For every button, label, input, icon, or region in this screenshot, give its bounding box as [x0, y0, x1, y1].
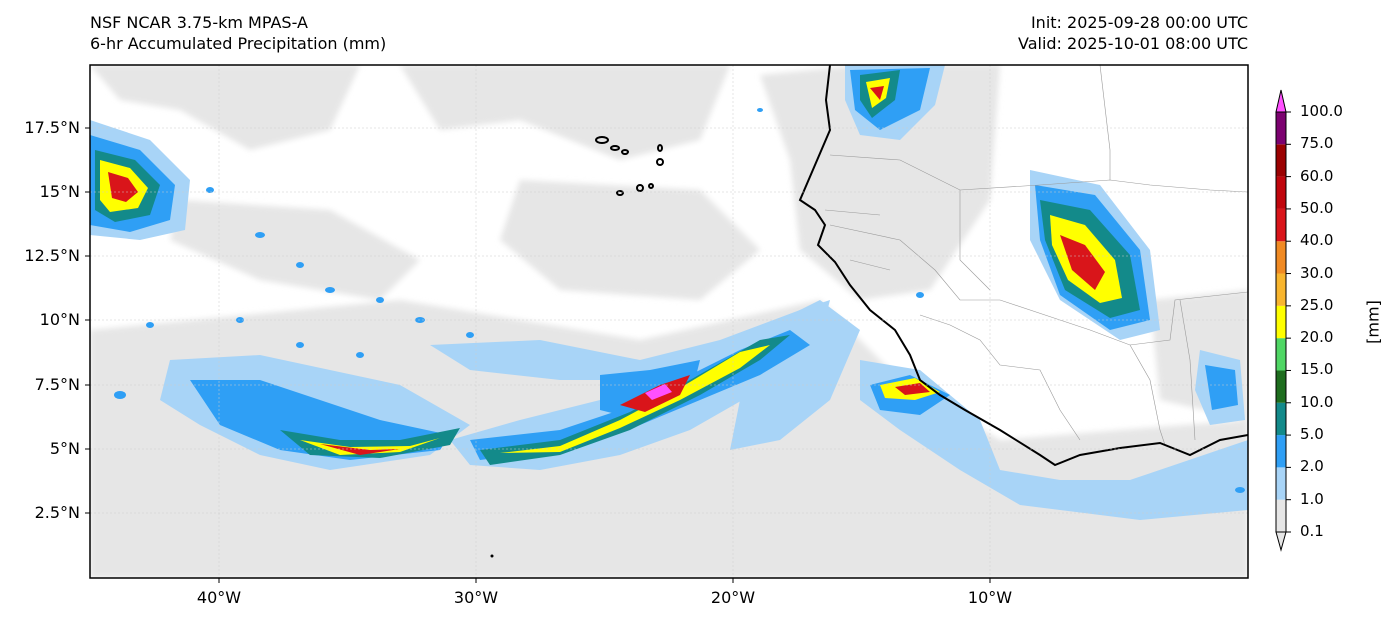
lat-tick-5: 5°N	[49, 439, 80, 458]
colorbar-level-label: 15.0	[1300, 360, 1334, 379]
colorbar-level-label: 0.1	[1300, 522, 1324, 540]
colorbar-swatch	[1276, 241, 1286, 274]
colorbar-units: [mm]	[1363, 300, 1383, 344]
colorbar-level-label: 60.0	[1300, 166, 1334, 185]
map-area	[90, 65, 1248, 578]
colorbar-swatch	[1276, 144, 1286, 177]
colorbar-swatch	[1276, 435, 1286, 468]
colorbar-swatch	[1276, 370, 1286, 403]
valid-time: Valid: 2025-10-01 08:00 UTC	[1017, 34, 1248, 53]
colorbar-level-label: 20.0	[1300, 328, 1334, 347]
colorbar-swatch	[1276, 402, 1286, 436]
lat-tick-15: 15°N	[39, 182, 80, 201]
colorbar-swatch	[1276, 467, 1286, 500]
coastline	[798, 65, 1248, 467]
colorbar-level-label: 30.0	[1300, 263, 1334, 282]
lat-tick-12-5: 12.5°N	[24, 246, 80, 265]
colorbar-swatch	[1276, 112, 1286, 145]
colorbar-level-label: 100.0	[1300, 102, 1343, 120]
lat-tick-2-5: 2.5°N	[34, 503, 80, 522]
colorbar-level-label: 10.0	[1300, 392, 1334, 411]
colorbar-swatch	[1276, 273, 1286, 306]
colorbar-level-label: 25.0	[1300, 295, 1334, 314]
colorbar-level-label: 40.0	[1300, 231, 1334, 250]
cape-verde-islands	[595, 136, 664, 196]
lon-tick-20w: 20°W	[710, 588, 756, 607]
lat-tick-17-5: 17.5°N	[24, 118, 80, 137]
colorbar-extend-high	[1275, 89, 1287, 113]
title-right: Init: 2025-09-28 00:00 UTC Valid: 2025-1…	[1018, 12, 1248, 54]
colorbar	[1275, 89, 1291, 552]
init-time: Init: 2025-09-28 00:00 UTC	[1030, 13, 1248, 32]
axis-ticks	[85, 127, 991, 583]
colorbar-extend-low	[1275, 531, 1287, 552]
gridlines	[90, 65, 1248, 578]
colorbar-swatch	[1276, 176, 1286, 209]
island-dot	[490, 554, 494, 558]
colorbar-frame	[1275, 111, 1287, 533]
lon-tick-30w: 30°W	[453, 588, 499, 607]
model-title: NSF NCAR 3.75-km MPAS-A	[90, 13, 308, 32]
map-frame	[89, 64, 1249, 579]
colorbar-level-label: 2.0	[1300, 457, 1324, 476]
lat-tick-7-5: 7.5°N	[34, 375, 80, 394]
lon-tick-40w: 40°W	[196, 588, 242, 607]
colorbar-swatch	[1276, 499, 1286, 532]
colorbar-swatch	[1276, 305, 1286, 339]
colorbar-swatch	[1276, 338, 1286, 371]
precip-heavy-cores	[95, 70, 1140, 465]
colorbar-level-label: 1.0	[1300, 489, 1324, 508]
colorbar-level-label: 75.0	[1300, 134, 1334, 153]
title-left: NSF NCAR 3.75-km MPAS-A 6-hr Accumulated…	[90, 12, 386, 54]
colorbar-level-label: 50.0	[1300, 198, 1334, 217]
lat-tick-10: 10°N	[39, 310, 80, 329]
country-borders	[824, 65, 1248, 446]
field-title: 6-hr Accumulated Precipitation (mm)	[90, 34, 387, 53]
lon-tick-10w: 10°W	[967, 588, 1013, 607]
colorbar-swatch	[1276, 208, 1286, 242]
colorbar-level-label: 5.0	[1300, 425, 1324, 444]
